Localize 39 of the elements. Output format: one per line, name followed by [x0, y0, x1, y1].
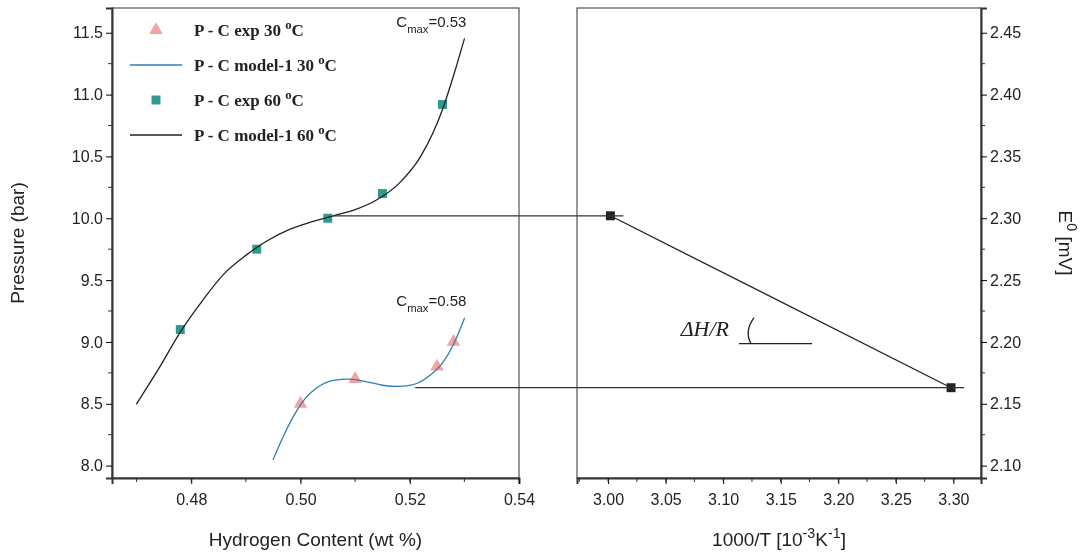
y-tick-label: 9.0	[80, 333, 104, 351]
y2-tick-label: 2.15	[990, 395, 1022, 413]
line-series	[272, 317, 466, 461]
legend-label: P - C exp 30 $^{o}$C	[194, 18, 304, 40]
y-tick-label: 11.5	[73, 24, 104, 42]
y2-tick-label: 2.35	[990, 148, 1022, 166]
x-tick-label: 0.54	[503, 490, 536, 508]
y2-tick-label: 2.45	[990, 24, 1022, 42]
x-axis-title: 1000/T [10$^{-3}$K$^{-1}$]	[712, 525, 846, 550]
x-tick-label: 3.00	[593, 490, 625, 508]
x-tick-label: 3.30	[938, 490, 970, 508]
y-tick-label: 11.0	[73, 86, 104, 104]
line-series	[135, 38, 466, 405]
y2-tick-label: 2.25	[990, 271, 1022, 289]
y2-tick-label: 2.40	[990, 86, 1022, 104]
legend-label: P - C model-1 30 $^{o}$C	[194, 53, 337, 75]
x-tick-label: 3.15	[765, 490, 797, 508]
y-tick-label: 8.5	[80, 395, 104, 413]
annotation: ΔH/R	[679, 315, 730, 341]
x-tick-label: 0.50	[285, 490, 317, 508]
y-axis-title: Pressure (bar)	[7, 182, 28, 304]
annotation: C$_{max}$=0.58	[396, 292, 467, 315]
y2-tick-label: 2.30	[990, 209, 1022, 227]
x-tick-label: 3.25	[880, 490, 912, 508]
x-tick-label: 0.48	[176, 490, 208, 508]
x-tick-label: 3.10	[708, 490, 740, 508]
x-tick-label: 0.52	[394, 490, 426, 508]
annotation: C$_{max}$=0.53	[396, 12, 467, 35]
x-tick-label: 3.20	[823, 490, 855, 508]
y-tick-label: 9.5	[80, 271, 104, 289]
y-tick-label: 10.5	[71, 148, 104, 166]
y2-tick-label: 2.20	[990, 333, 1022, 351]
x-tick-label: 3.05	[650, 490, 682, 508]
legend-label: P - C model-1 60 $^{o}$C	[194, 123, 337, 145]
x-axis-title: Hydrogen Content (wt %)	[208, 529, 423, 550]
y2-tick-label: 2.10	[990, 457, 1022, 475]
y-tick-label: 10.0	[71, 209, 104, 227]
y-tick-label: 8.0	[80, 457, 104, 475]
legend-label: P - C exp 60 $^{o}$C	[194, 88, 304, 110]
